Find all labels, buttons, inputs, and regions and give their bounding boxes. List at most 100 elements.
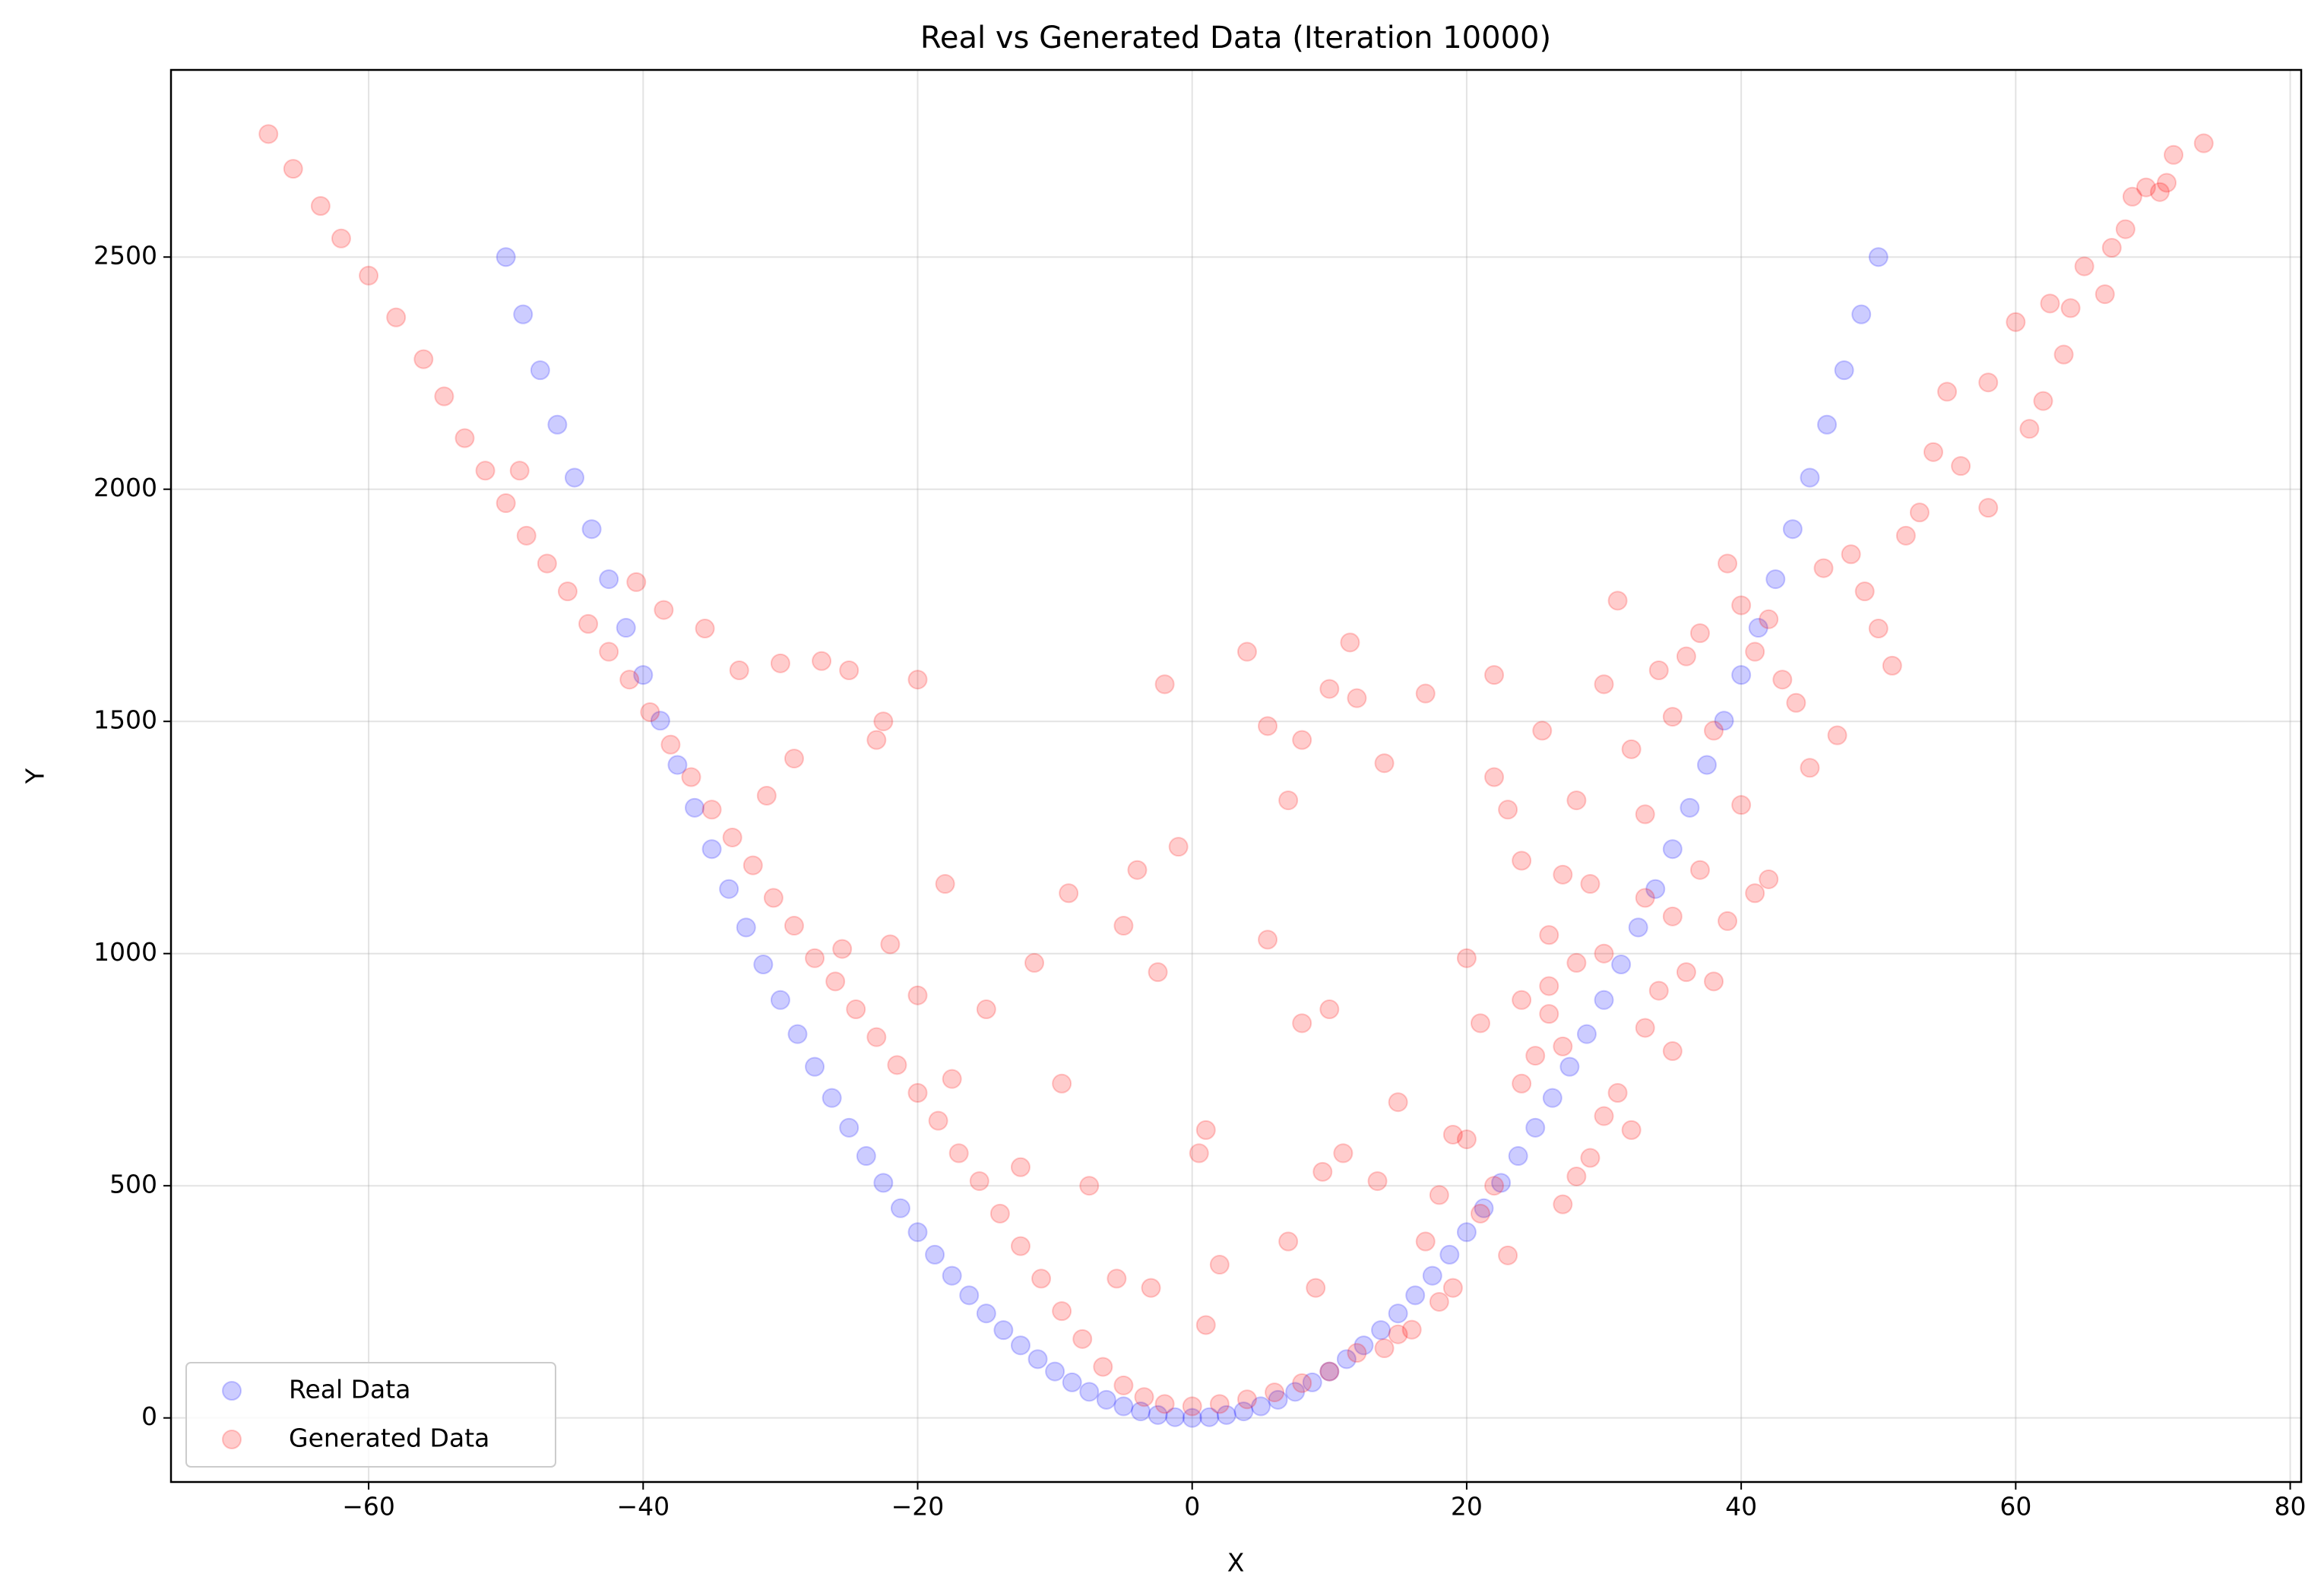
scatter-point [805, 1056, 825, 1077]
scatter-point [925, 1244, 945, 1265]
scatter-point [2019, 419, 2040, 439]
scatter-point [1052, 1301, 1072, 1322]
scatter-point [1401, 1319, 1422, 1340]
scatter-point [935, 874, 955, 895]
scatter-point [1512, 990, 1532, 1010]
y-tick-label: 1000 [93, 937, 157, 967]
scatter-point [1093, 1357, 1113, 1377]
scatter-point [2053, 344, 2074, 365]
scatter-point [1731, 595, 1752, 616]
x-tick-label: 40 [1725, 1492, 1757, 1522]
scatter-point [537, 553, 557, 574]
scatter-point [832, 939, 853, 959]
scatter-point [873, 1173, 894, 1193]
x-tick-label: 60 [1999, 1492, 2031, 1522]
scatter-point [976, 1303, 996, 1324]
scatter-point [1882, 655, 1902, 676]
scatter-point [258, 124, 279, 144]
scatter-point [839, 660, 860, 681]
scatter-point [434, 386, 454, 407]
scatter-point [1347, 688, 1367, 708]
scatter-point [2149, 182, 2170, 202]
scatter-point [1607, 591, 1628, 611]
scatter-point [513, 304, 534, 325]
scatter-point [1714, 711, 1734, 731]
scatter-point [547, 414, 568, 435]
scatter-point [1265, 1382, 1285, 1403]
x-tick-label: 80 [2275, 1492, 2307, 1522]
scatter-point [1312, 1161, 1333, 1182]
scatter-point [1978, 498, 1999, 518]
scatter-point [1498, 1245, 1518, 1265]
scatter-point [283, 159, 303, 179]
scatter-point [1189, 1143, 1209, 1164]
scatter-point [1817, 414, 1838, 435]
scatter-point [1439, 1244, 1460, 1265]
scatter-point [599, 569, 619, 590]
scatter-point [770, 990, 790, 1010]
scatter-point [2157, 173, 2177, 193]
scatter-point [825, 971, 846, 992]
scatter-point [1470, 1013, 1490, 1034]
scatter-point [1127, 860, 1148, 880]
scatter-point [619, 670, 640, 690]
scatter-point [1704, 720, 1724, 741]
scatter-point [1539, 976, 1559, 996]
scatter-point [969, 1171, 989, 1192]
scatter-point [1010, 1335, 1031, 1356]
scatter-point [1333, 1143, 1354, 1164]
marks [258, 124, 2214, 1428]
legend-marker [222, 1430, 242, 1449]
scatter-point [1827, 725, 1847, 746]
scatter-point [1704, 971, 1724, 992]
scatter-point [1258, 929, 1278, 950]
scatter-point [1442, 1278, 1463, 1298]
scatter-point [1745, 883, 1765, 904]
scatter-point [1635, 888, 1655, 908]
scatter-point [1566, 790, 1587, 811]
scatter-point [1525, 1046, 1546, 1066]
scatter-point [907, 670, 928, 690]
scatter-point [1278, 1231, 1299, 1252]
scatter-point [359, 265, 379, 286]
scatter-point [1168, 837, 1189, 857]
scatter-point [1484, 767, 1505, 787]
scatter-point [1484, 1176, 1505, 1196]
scatter-point [2094, 284, 2115, 305]
scatter-point [1319, 679, 1340, 699]
scatter-point [1209, 1394, 1230, 1414]
scatter-point [1456, 1222, 1477, 1243]
scatter-point [1374, 1338, 1395, 1359]
scatter-point [1662, 906, 1683, 926]
scatter-point [1195, 1119, 1216, 1140]
scatter-point [1895, 525, 1916, 546]
scatter-point [1951, 456, 1971, 477]
x-axis-label: X [1227, 1548, 1245, 1578]
scatter-point [695, 619, 715, 639]
x-tick-label: 0 [1184, 1492, 1200, 1522]
scatter-point [1319, 1361, 1340, 1382]
scatter-point [1319, 999, 1340, 1020]
scatter-point [1031, 1268, 1052, 1289]
scatter-point [1258, 716, 1278, 736]
scatter-point [1374, 753, 1395, 774]
scatter-point [578, 613, 599, 634]
scatter-point [2060, 298, 2081, 318]
scatter-point [1834, 360, 1854, 381]
scatter-point [1718, 553, 1738, 574]
scatter-point [1388, 1092, 1408, 1113]
scatter-point [856, 1146, 876, 1167]
scatter-point [1154, 674, 1175, 695]
scatter-point [1195, 1315, 1216, 1335]
scatter-point [1937, 382, 1958, 402]
scatter-point [1539, 1004, 1559, 1024]
scatter-point [1621, 739, 1642, 759]
scatter-point [928, 1110, 948, 1131]
scatter-point [1405, 1285, 1426, 1306]
scatter-point [454, 428, 475, 448]
scatter-point [763, 888, 784, 908]
scatter-point [1113, 916, 1134, 936]
scatter-point [787, 1024, 808, 1044]
scatter-point [890, 1198, 910, 1218]
scatter-point [1354, 1335, 1374, 1356]
